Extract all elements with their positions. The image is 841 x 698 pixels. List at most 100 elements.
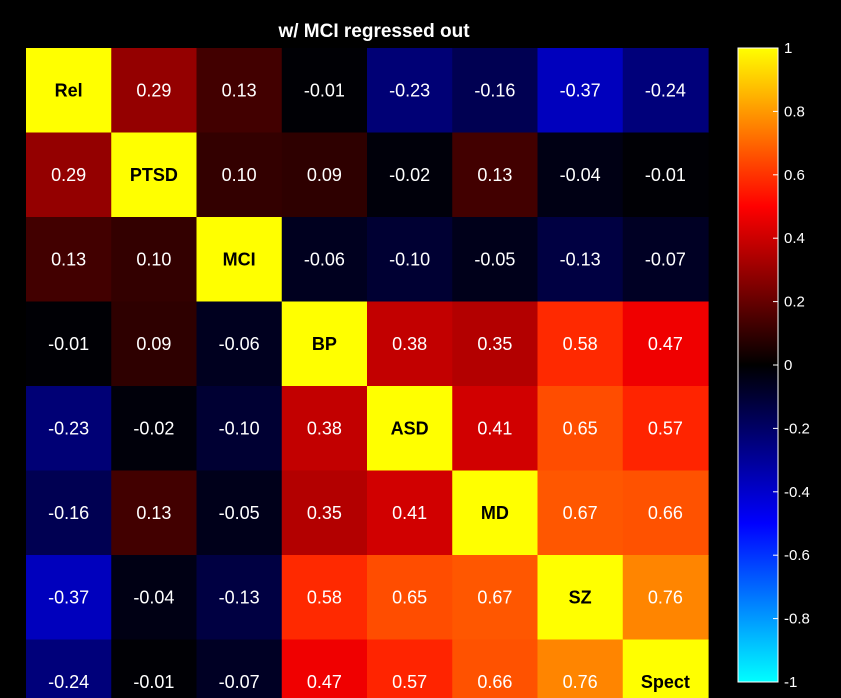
cell-value-label: 0.66	[477, 672, 512, 692]
colorbar-tick-label: 0.6	[784, 167, 805, 184]
heatmap-cell	[196, 386, 283, 472]
heatmap-cell	[281, 301, 368, 387]
heatmap-cell	[452, 48, 539, 134]
colorbar-tick-label: -0.6	[784, 547, 810, 564]
diagonal-label: Spect	[641, 672, 690, 692]
heatmap-cell	[196, 470, 283, 556]
cell-value-label: 0.10	[222, 165, 257, 185]
heatmap-cell	[196, 48, 283, 134]
heatmap-cell	[622, 555, 709, 641]
cell-value-label: -0.01	[645, 165, 686, 185]
cell-value-label: 0.65	[392, 587, 427, 607]
diagonal-label: BP	[312, 334, 337, 354]
heatmap-cell	[537, 132, 624, 218]
cell-value-label: -0.04	[133, 587, 174, 607]
heatmap-cell	[111, 48, 198, 134]
heatmap-cell	[452, 639, 539, 698]
cell-value-label: 0.47	[307, 672, 342, 692]
heatmap-cell	[537, 301, 624, 387]
heatmap-cell	[367, 217, 453, 303]
colorbar-tick-label: -0.4	[784, 484, 810, 501]
cell-value-label: -0.24	[645, 80, 686, 100]
heatmap-cell	[281, 217, 368, 303]
cell-value-label: -0.02	[133, 418, 174, 438]
cell-value-label: 0.29	[136, 80, 171, 100]
cell-value-label: 0.47	[648, 334, 683, 354]
heatmap-cell	[537, 48, 624, 134]
cell-value-label: 0.38	[307, 418, 342, 438]
colorbar-tick-label: 0.4	[784, 230, 805, 247]
cell-value-label: -0.24	[48, 672, 89, 692]
cell-value-label: -0.10	[219, 418, 260, 438]
cell-value-label: 0.57	[648, 418, 683, 438]
cell-value-label: -0.01	[133, 672, 174, 692]
heatmap-cell	[281, 48, 368, 134]
heatmap-cell	[537, 386, 624, 472]
heatmap-cell	[367, 301, 453, 387]
cell-value-label: 0.65	[563, 418, 598, 438]
heatmap-cell	[622, 217, 709, 303]
heatmap-cells: Rel 0.29 0.13 -0.01 -0.23 -0.16 -0.37 -0.24 0.29…	[26, 48, 709, 698]
heatmap-cell	[367, 132, 453, 218]
cell-value-label: 0.41	[392, 503, 427, 523]
heatmap-cell	[26, 132, 112, 218]
heatmap-cell	[281, 555, 368, 641]
colorbar-tick-label: -0.2	[784, 420, 810, 437]
heatmap-cell	[452, 470, 539, 556]
cell-value-label: -0.06	[304, 249, 345, 269]
cell-value-label: 0.13	[51, 249, 86, 269]
cell-value-label: -0.13	[560, 249, 601, 269]
heatmap-cell	[111, 132, 198, 218]
chart-title: w/ MCI regressed out	[277, 21, 470, 42]
cell-value-label: 0.58	[307, 587, 342, 607]
heatmap-cell	[537, 639, 624, 698]
heatmap-cell	[111, 386, 198, 472]
colorbar-tick-label: 0	[784, 357, 792, 374]
cell-value-label: 0.13	[136, 503, 171, 523]
cell-value-label: -0.13	[219, 587, 260, 607]
heatmap-cell	[111, 301, 198, 387]
heatmap-cell	[196, 639, 283, 698]
heatmap-cell	[622, 639, 709, 698]
cell-value-label: 0.57	[392, 672, 427, 692]
heatmap-cell	[196, 301, 283, 387]
cell-value-label: -0.05	[474, 249, 515, 269]
heatmap-cell	[452, 132, 539, 218]
heatmap-cell	[281, 470, 368, 556]
cell-value-label: -0.01	[304, 80, 345, 100]
colorbar-tick-label: 0.2	[784, 294, 805, 311]
diagonal-label: PTSD	[130, 165, 178, 185]
colorbar-tick-label: 0.8	[784, 103, 805, 120]
heatmap-cell	[196, 217, 283, 303]
cell-value-label: 0.09	[307, 165, 342, 185]
cell-value-label: 0.67	[563, 503, 598, 523]
heatmap-cell	[537, 217, 624, 303]
heatmap-cell	[622, 301, 709, 387]
cell-value-label: -0.01	[48, 334, 89, 354]
cell-value-label: 0.13	[222, 80, 257, 100]
cell-value-label: 0.67	[477, 587, 512, 607]
heatmap-cell	[26, 217, 112, 303]
cell-value-label: 0.10	[136, 249, 171, 269]
heatmap-cell	[537, 470, 624, 556]
diagonal-label: MD	[481, 503, 509, 523]
cell-value-label: 0.35	[477, 334, 512, 354]
diagonal-label: MCI	[223, 249, 256, 269]
heatmap-cell	[26, 639, 112, 698]
heatmap-cell	[281, 132, 368, 218]
heatmap-cell	[26, 386, 112, 472]
diagonal-label: Rel	[55, 80, 83, 100]
colorbar-tick-label: -1	[784, 674, 797, 691]
cell-value-label: -0.04	[560, 165, 601, 185]
colorbar-gradient	[737, 47, 779, 683]
heatmap-cell	[452, 555, 539, 641]
cell-value-label: 0.58	[563, 334, 598, 354]
cell-value-label: -0.10	[389, 249, 430, 269]
cell-value-label: -0.37	[560, 80, 601, 100]
heatmap-cell	[111, 555, 198, 641]
heatmap-cell	[367, 555, 453, 641]
heatmap-cell	[281, 386, 368, 472]
cell-value-label: -0.07	[645, 249, 686, 269]
heatmap-cell	[26, 470, 112, 556]
